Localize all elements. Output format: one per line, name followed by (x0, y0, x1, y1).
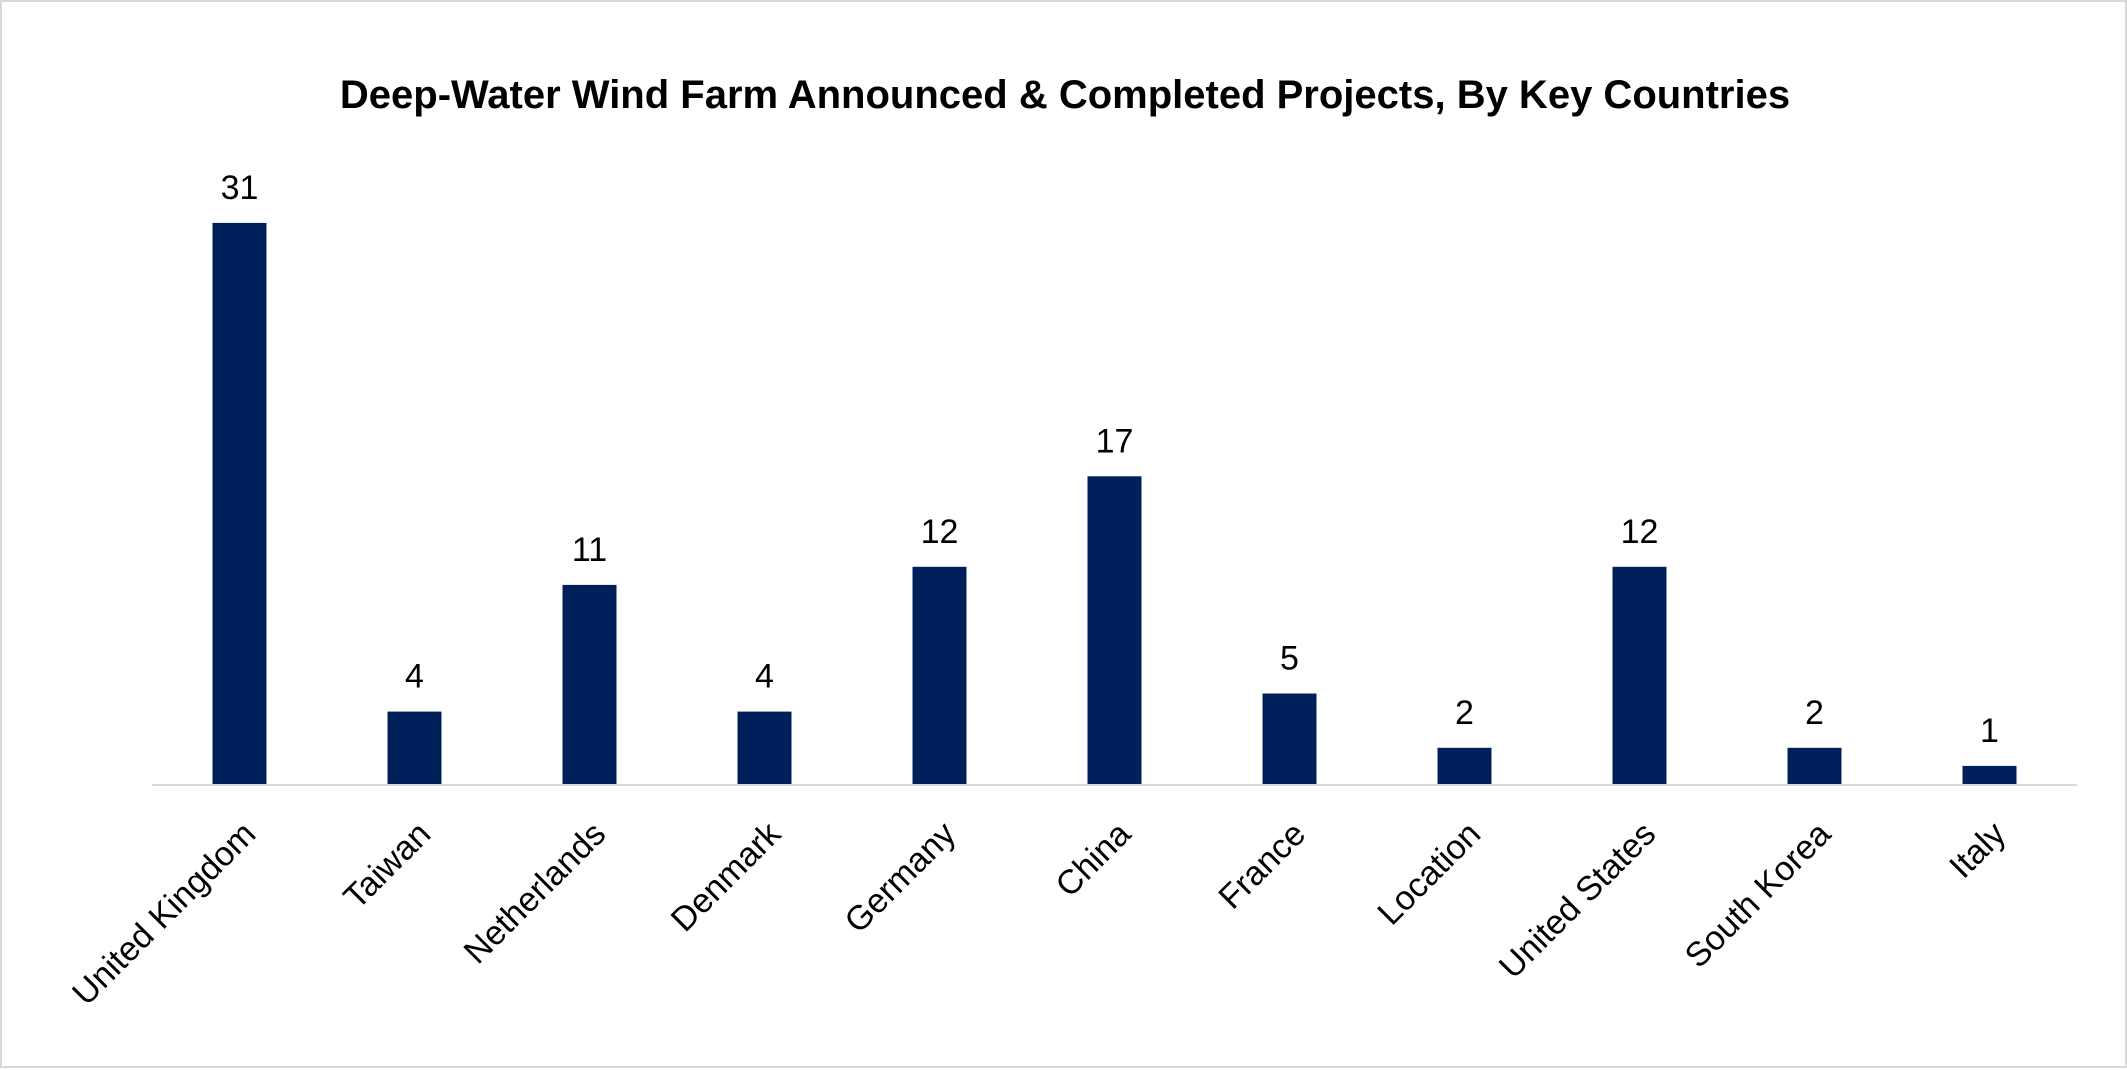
bars-layer (212, 222, 2017, 784)
bar (1962, 765, 2017, 784)
bar (1787, 747, 1842, 784)
bar (212, 222, 267, 784)
x-tick-label: Italy (1942, 815, 2013, 886)
x-tick-label: Germany (837, 815, 963, 941)
x-tick-label: Location (1370, 815, 1488, 933)
bar (1437, 747, 1492, 784)
bar (912, 566, 967, 784)
bar (387, 711, 442, 784)
x-tick-label: China (1048, 815, 1138, 905)
bar (1262, 693, 1317, 784)
data-label: 2 (1805, 694, 1824, 732)
chart-title: Deep-Water Wind Farm Announced & Complet… (340, 73, 1790, 117)
data-label: 31 (221, 169, 259, 207)
data-label: 11 (572, 531, 607, 569)
bar (1612, 566, 1667, 784)
x-tick-label: South Korea (1678, 815, 1839, 976)
data-labels-layer: 31 4 11 4 12 17 5 2 12 2 1 (221, 169, 1999, 750)
bar (1087, 476, 1142, 784)
x-tick-labels-layer: United Kingdom Taiwan Netherlands Denmark Ge… (65, 814, 2013, 1013)
data-label: 5 (1280, 640, 1299, 678)
data-label: 12 (1621, 513, 1659, 551)
data-label: 1 (1980, 712, 1999, 750)
data-label: 12 (921, 513, 959, 551)
data-label: 4 (405, 658, 424, 696)
x-tick-label: France (1211, 815, 1313, 917)
data-label: 17 (1096, 422, 1134, 460)
bar (737, 711, 792, 784)
bar (562, 584, 617, 784)
x-tick-label: United States (1492, 815, 1663, 986)
x-tick-label: United Kingdom (65, 815, 263, 1013)
x-tick-label: Netherlands (457, 815, 614, 972)
x-tick-label: Denmark (664, 814, 789, 939)
x-tick-label: Taiwan (336, 815, 438, 917)
data-label: 4 (755, 658, 774, 696)
data-label: 2 (1455, 694, 1474, 732)
